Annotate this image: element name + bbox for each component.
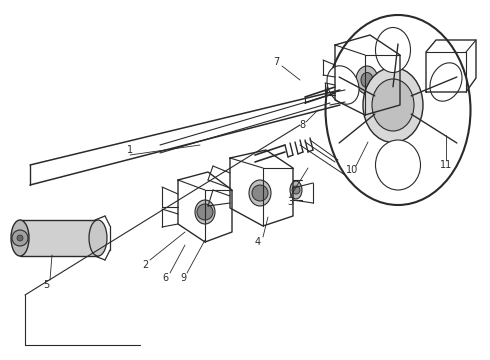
Text: 6: 6 <box>162 273 168 283</box>
Text: 1: 1 <box>127 145 133 155</box>
Ellipse shape <box>249 180 271 206</box>
Text: 5: 5 <box>43 280 49 290</box>
Ellipse shape <box>195 200 215 224</box>
Ellipse shape <box>363 68 423 143</box>
Ellipse shape <box>290 181 302 199</box>
Ellipse shape <box>11 220 29 256</box>
Ellipse shape <box>356 66 378 94</box>
Circle shape <box>252 185 268 201</box>
Ellipse shape <box>361 72 373 87</box>
Text: 7: 7 <box>273 57 279 67</box>
Text: 9: 9 <box>180 273 186 283</box>
Text: 8: 8 <box>299 120 305 130</box>
Text: 10: 10 <box>346 165 358 175</box>
Text: 2: 2 <box>142 260 148 270</box>
Bar <box>20 220 98 256</box>
Text: 3: 3 <box>287 197 293 207</box>
Text: 4: 4 <box>255 237 261 247</box>
Ellipse shape <box>327 66 359 104</box>
Ellipse shape <box>375 27 411 72</box>
Ellipse shape <box>372 79 414 131</box>
Circle shape <box>12 230 28 246</box>
Ellipse shape <box>89 220 107 256</box>
Ellipse shape <box>375 140 420 190</box>
Circle shape <box>197 204 213 220</box>
Ellipse shape <box>430 63 462 101</box>
Text: 11: 11 <box>440 160 452 170</box>
Circle shape <box>17 235 23 241</box>
Circle shape <box>292 186 300 194</box>
